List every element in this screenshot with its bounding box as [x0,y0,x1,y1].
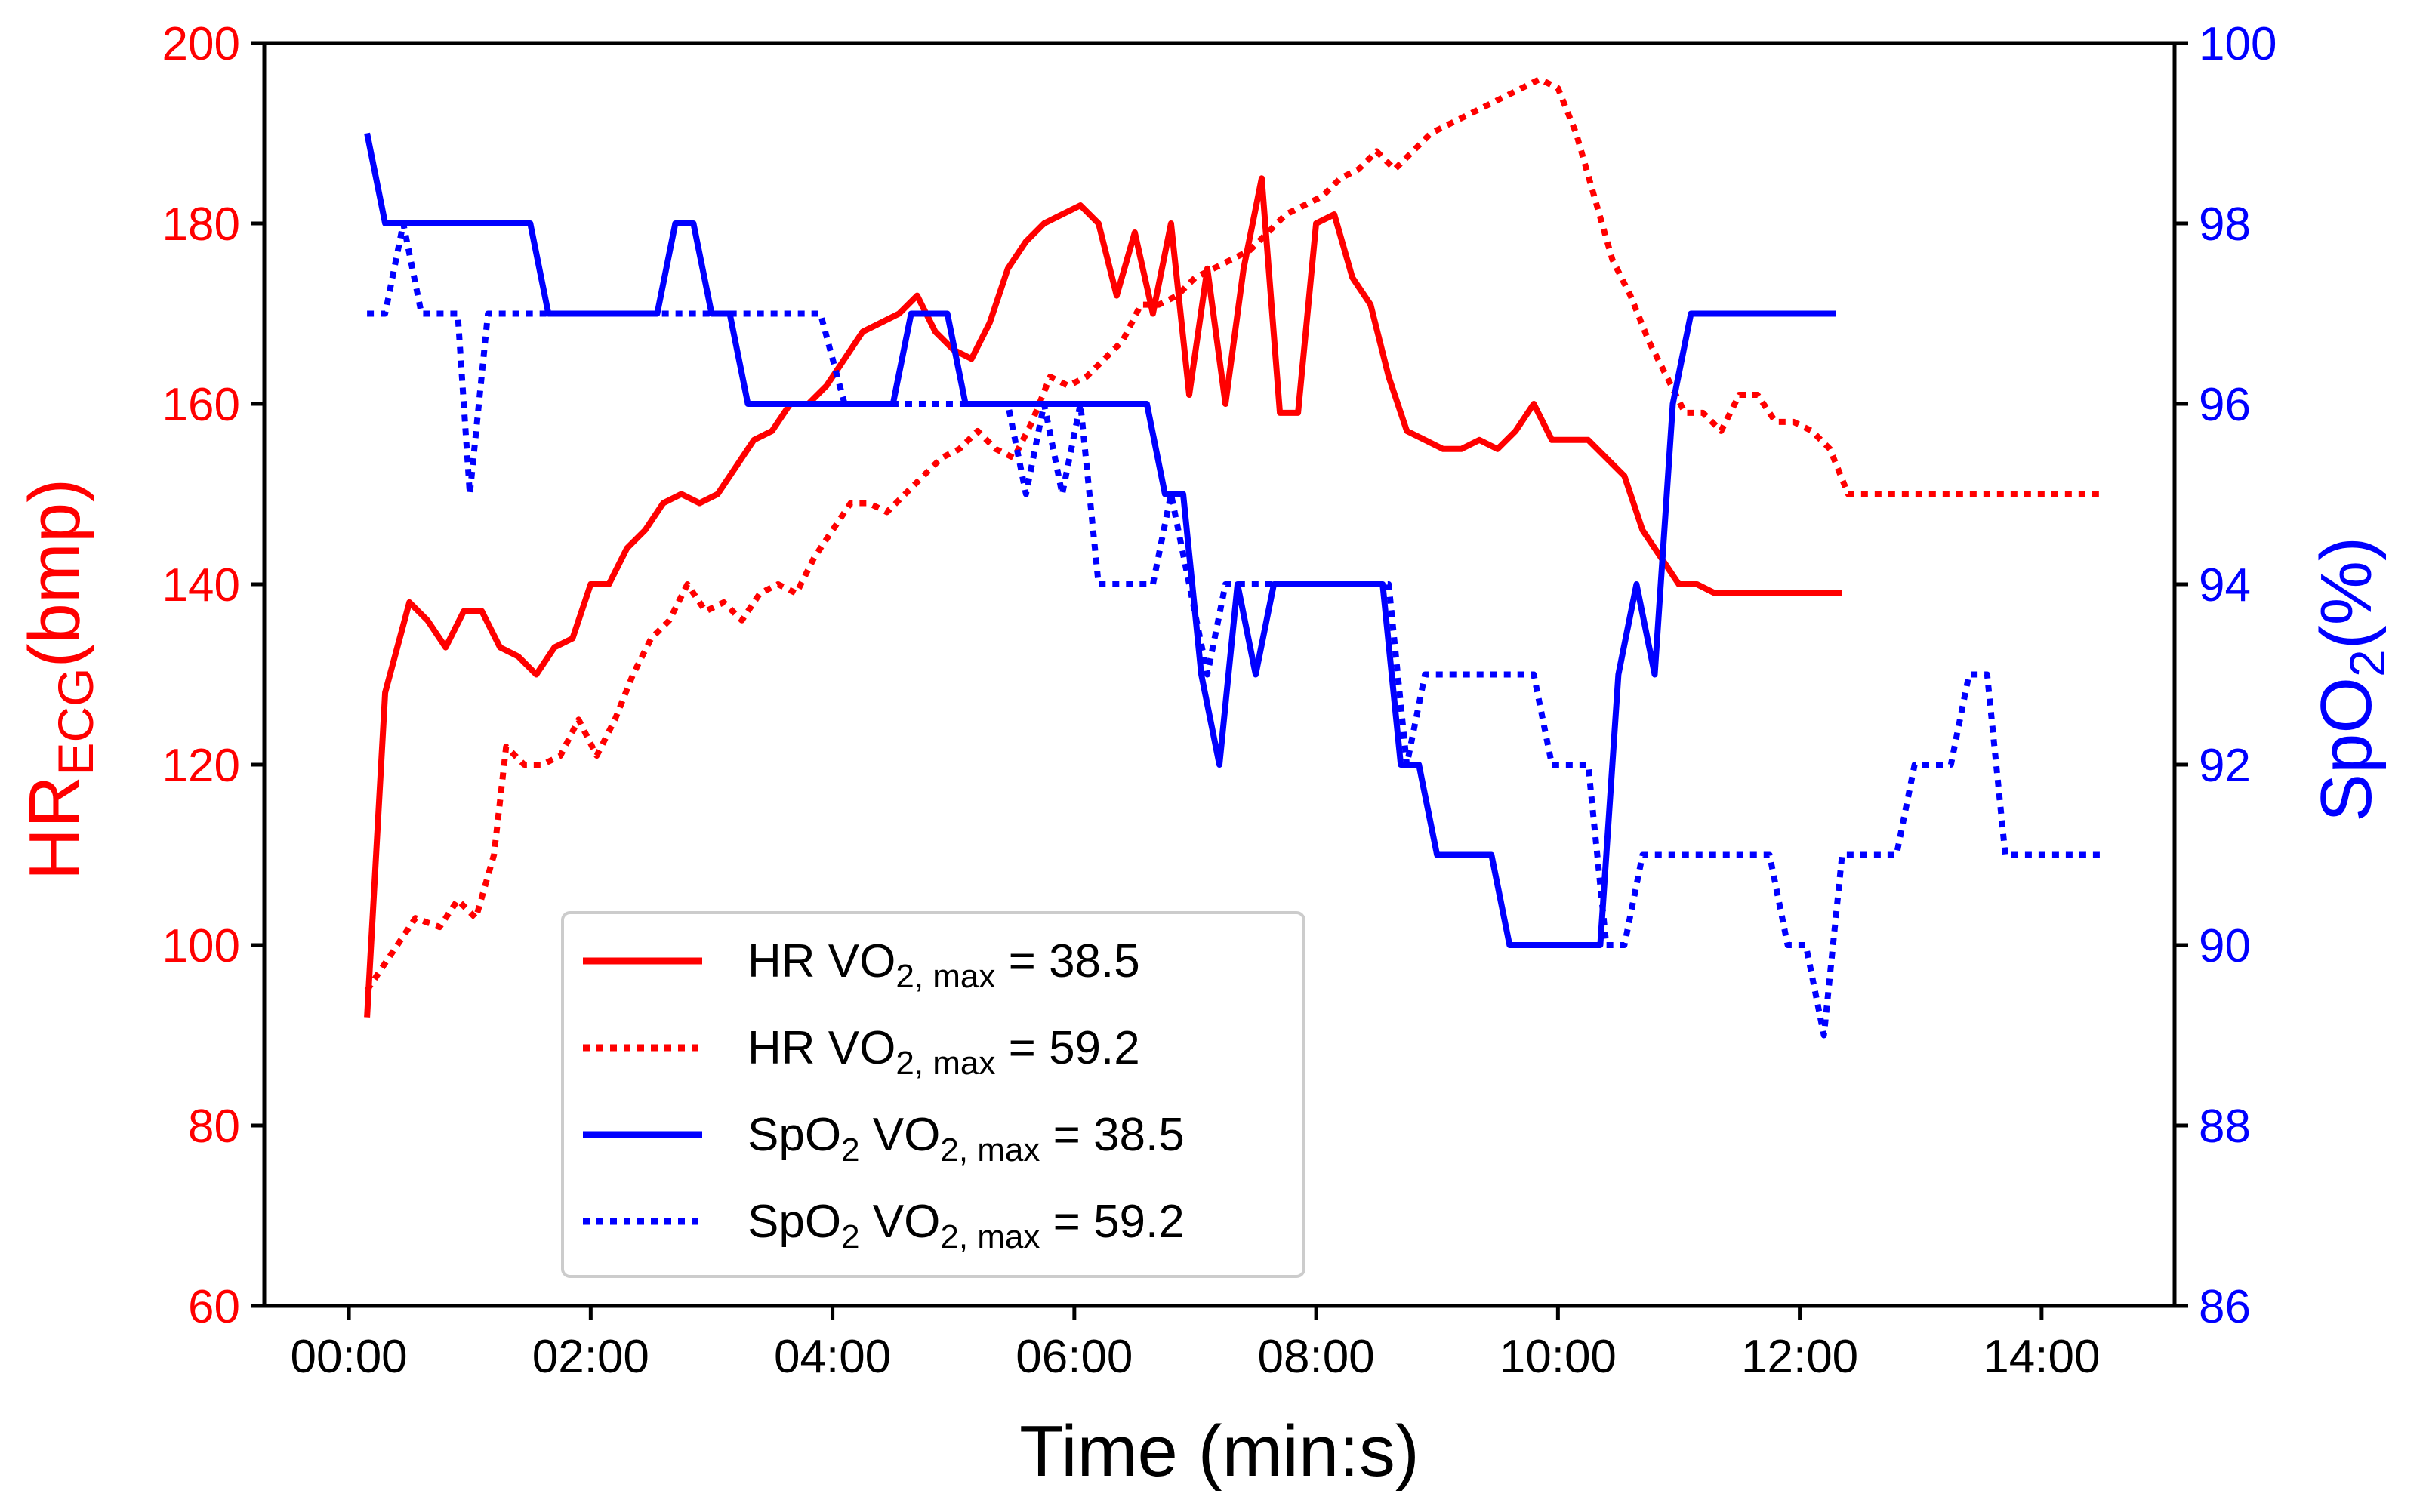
legend-label-spo2-385: SpO2 VO2, max = 38.5 [748,1109,1185,1169]
y-axis-label-left: HRECG(bmp) [14,479,103,880]
y-left-tick-label: 60 [188,1281,240,1333]
legend-label-spo2-592: SpO2 VO2, max = 59.2 [748,1196,1185,1255]
x-tick-label: 00:00 [291,1331,408,1383]
y-axis-label-right: SpO2(%) [2306,537,2395,822]
legend-label-hr-592: HR VO2, max = 59.2 [748,1022,1140,1082]
x-tick-label: 12:00 [1741,1331,1858,1383]
y-right-tick-label: 100 [2199,18,2276,70]
y-axis-label-right-sub: 2 [2339,649,2395,677]
x-tick-label: 02:00 [532,1331,649,1383]
x-axis: 00:00 02:00 04:00 06:00 08:00 10:00 12:00 14:00 [291,1306,2100,1383]
legend-label-hr-385: HR VO2, max = 38.5 [748,935,1140,995]
y-right-tick-label: 96 [2199,379,2251,431]
x-tick-label: 08:00 [1258,1331,1375,1383]
y-right-tick-label: 88 [2199,1101,2251,1153]
y-right-tick-label: 86 [2199,1281,2251,1333]
y-axis-label-left-main: HR [14,776,95,881]
y-left-tick-label: 120 [162,740,240,792]
y-axis-label-right-main: SpO [2306,677,2387,822]
plot-frame [262,41,2177,1308]
x-axis-label: Time (min:s) [1019,1411,1420,1492]
series-layer [364,75,2102,1039]
y-axis-label-right-suffix: (%) [2306,537,2387,649]
y-axis-label-left-sub: ECG [48,668,103,776]
x-tick-label: 04:00 [774,1331,891,1383]
y-left-tick-label: 180 [162,199,240,251]
y-axis-left: 60 80 100 120 140 160 180 200 [162,18,264,1333]
legend: HR VO2, max = 38.5 HR VO2, max = 59.2 Sp… [561,911,1305,1278]
y-left-tick-label: 140 [162,559,240,611]
y-axis-label-left-suffix: (bmp) [14,479,95,668]
legend-box [561,911,1305,1278]
y-left-tick-label: 80 [188,1101,240,1153]
y-right-tick-label: 98 [2199,199,2251,251]
series-line-hr-385 [364,175,1842,1018]
y-right-tick-label: 94 [2199,559,2251,611]
y-right-tick-label: 92 [2199,740,2251,792]
x-tick-label: 10:00 [1500,1331,1617,1383]
x-tick-label: 14:00 [1983,1331,2100,1383]
y-axis-right: 86 88 90 92 94 96 98 100 [2175,18,2276,1333]
series-line-hr-592 [364,75,2102,993]
y-left-tick-label: 160 [162,379,240,431]
x-tick-label: 06:00 [1016,1331,1133,1383]
y-left-tick-label: 100 [162,920,240,972]
y-left-tick-label: 200 [162,18,240,70]
y-right-tick-label: 90 [2199,920,2251,972]
